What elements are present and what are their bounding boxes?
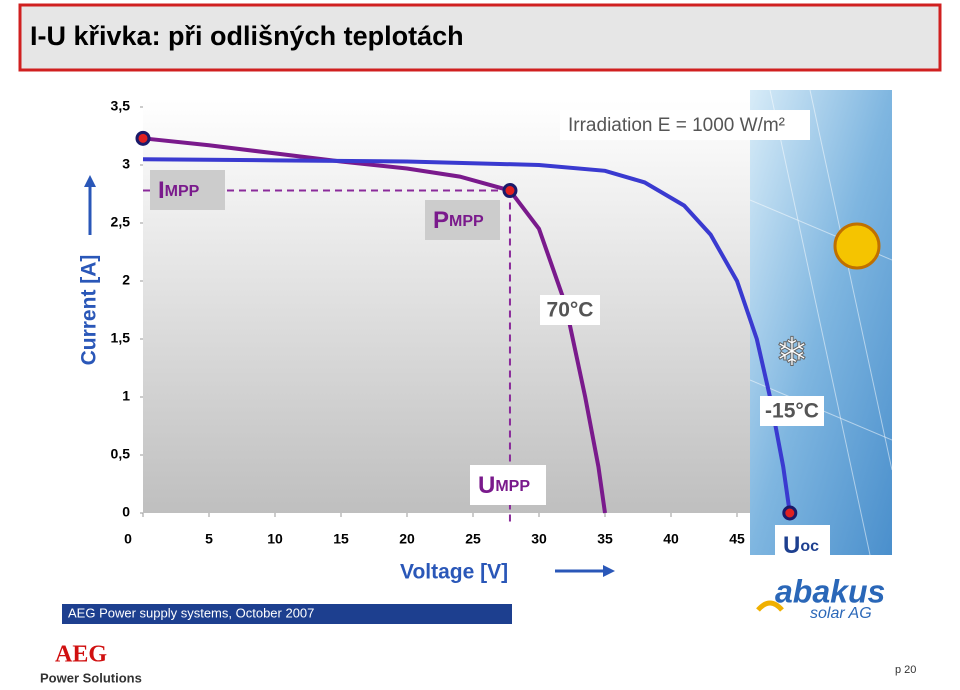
sun-icon (833, 222, 881, 270)
x-tick-label: 0 (124, 531, 132, 547)
annotation-main: I (158, 177, 165, 204)
partner-logo: abakus (775, 573, 885, 609)
y-arrowhead (84, 175, 96, 187)
annotation-box (470, 465, 546, 505)
page-number: p 20 (895, 664, 916, 676)
legend-box (760, 396, 824, 426)
curve (142, 136, 607, 514)
annotation: Uoc (783, 532, 819, 559)
y-tick-label: 1 (122, 388, 130, 404)
x-arrowhead (603, 565, 615, 577)
x-tick-label: 15 (333, 531, 349, 547)
annotation: PMPP (433, 207, 484, 234)
annotation-main: U (478, 472, 495, 499)
point-marker (135, 130, 151, 146)
annotation-box (425, 200, 500, 240)
y-tick-label: 2 (122, 272, 130, 288)
y-tick-label: 0,5 (111, 446, 131, 462)
footer-bar-text: AEG Power supply systems, October 2007 (68, 605, 314, 620)
annotation-sub: MPP (495, 478, 530, 495)
x-tick-label: 35 (597, 531, 613, 547)
y-tick-label: 2,5 (111, 214, 131, 230)
annotation: UMPP (478, 472, 530, 499)
legend-box (540, 295, 600, 325)
annotation-sub: oc (800, 538, 819, 555)
partner-sub: solar AG (810, 605, 872, 622)
x-tick-label: 30 (531, 531, 547, 547)
annotation-sub: MPP (165, 183, 200, 200)
y-tick-label: 3 (122, 156, 130, 172)
snowflake-icon: ❄ (775, 331, 809, 375)
footer-bar (62, 604, 512, 624)
x-tick-label: 45 (729, 531, 745, 547)
x-axis-label: Voltage [V] (400, 561, 508, 584)
legend-label: 70°C (547, 299, 594, 322)
x-tick-label: 20 (399, 531, 415, 547)
x-tick-label: 5 (205, 531, 213, 547)
irradiation: Irradiation E = 1000 W/m² (568, 115, 785, 136)
annotation-box (775, 525, 830, 565)
y-axis-label: Current [A] (78, 255, 101, 366)
x-tick-label: 10 (267, 531, 283, 547)
partner-swoosh (756, 600, 784, 612)
plot-area (143, 100, 813, 513)
aeg-logo: AEG (55, 642, 107, 668)
x-tick-label: 40 (663, 531, 679, 547)
annotation: IMPP (158, 177, 200, 204)
solar-panel (750, 90, 892, 555)
slide-title: I-U křivka: při odlišných teplotách (30, 21, 464, 51)
point-marker (502, 183, 518, 199)
y-tick-label: 3,5 (111, 98, 131, 114)
point-marker (782, 505, 798, 521)
y-tick-label: 0 (122, 504, 130, 520)
plot: 0 0,5 1 1,5 2 2,5 3 3,5 0 5 10 15 20 25 30 35 40 45 70°C -1… (111, 98, 830, 565)
aeg-sub: Power Solutions (40, 670, 142, 685)
annotation-main: P (433, 207, 449, 234)
y-tick-label: 1,5 (111, 330, 131, 346)
irradiation-box (560, 110, 810, 140)
annotation-main: U (783, 532, 800, 559)
title-box (18, 3, 942, 72)
legend-label: -15°C (765, 400, 819, 423)
x-tick-label: 25 (465, 531, 481, 547)
annotation-sub: MPP (449, 213, 484, 230)
annotation-box (150, 170, 225, 210)
